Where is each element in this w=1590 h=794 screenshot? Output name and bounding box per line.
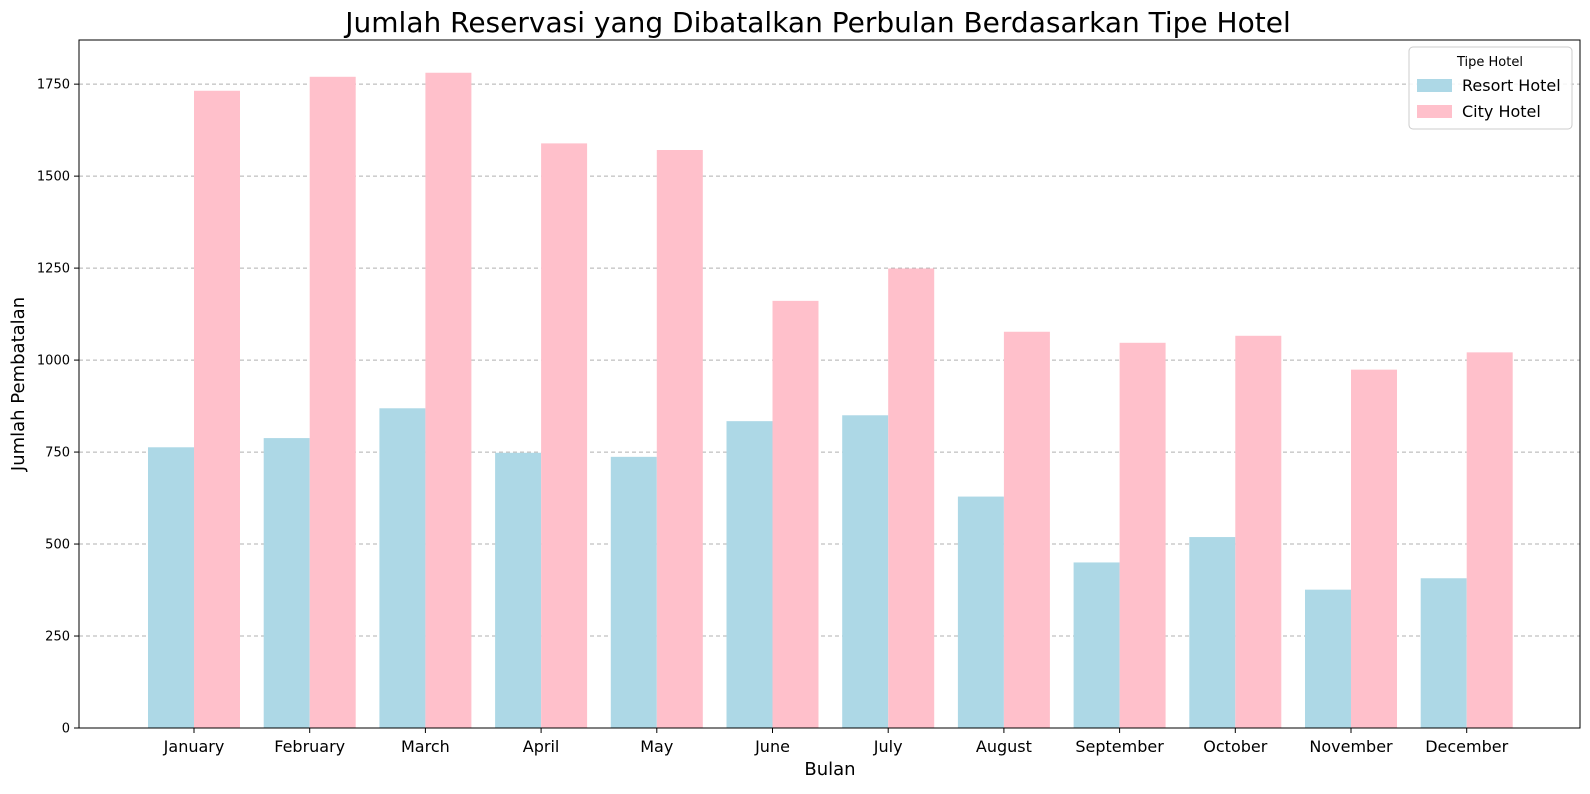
- bar-city-hotel: [1003, 331, 1050, 728]
- chart-title: Jumlah Reservasi yang Dibatalkan Perbula…: [343, 6, 1290, 39]
- x-tick-label: December: [1425, 737, 1508, 756]
- legend-swatch-city-hotel: [1417, 105, 1452, 118]
- bar-resort-hotel: [379, 408, 426, 728]
- bar-resort-hotel: [1305, 589, 1351, 728]
- legend: Tipe Hotel Resort Hotel City Hotel: [1408, 46, 1573, 130]
- x-tick-label: March: [401, 737, 450, 756]
- bar-city-hotel: [425, 72, 472, 728]
- x-tick-label: November: [1309, 737, 1393, 756]
- y-tick-label: 1000: [37, 354, 70, 369]
- y-tick-label: 1500: [37, 170, 70, 185]
- bar-resort-hotel: [1189, 537, 1236, 728]
- plot-frame: [78, 39, 1581, 729]
- bar-resort-hotel: [148, 447, 194, 728]
- bars: [148, 72, 1513, 729]
- x-tick-label: October: [1203, 737, 1267, 756]
- bar-city-hotel: [1119, 342, 1166, 728]
- bar-city-hotel: [772, 300, 819, 728]
- x-tick-label: May: [640, 737, 673, 756]
- x-tick-label: April: [523, 737, 560, 756]
- bar-city-hotel: [1351, 369, 1397, 728]
- x-tick-label: September: [1075, 737, 1164, 756]
- x-tick-label: January: [163, 737, 225, 756]
- bar-city-hotel: [1466, 352, 1513, 728]
- bar-resort-hotel: [610, 456, 657, 728]
- y-axis-label: Jumlah Pembatalan: [8, 297, 29, 472]
- y-tick-label: 1250: [37, 262, 70, 277]
- gridlines: [79, 83, 1580, 637]
- bar-city-hotel: [1235, 335, 1282, 728]
- bar-resort-hotel: [1073, 562, 1120, 728]
- x-tick-label: June: [754, 737, 790, 756]
- bar-city-hotel: [656, 150, 703, 729]
- y-axis: 0 250 500 750 1000 1250 1500 1750: [37, 78, 79, 737]
- x-axis: January February March April May June July Augu…: [163, 728, 1509, 756]
- y-tick-label: 250: [45, 630, 70, 645]
- legend-swatch-resort-hotel: [1417, 79, 1452, 92]
- bar-resort-hotel: [263, 438, 310, 728]
- legend-label-resort-hotel: Resort Hotel: [1462, 76, 1561, 95]
- x-axis-label: Bulan: [804, 759, 855, 780]
- x-tick-label: August: [976, 737, 1032, 756]
- bar-city-hotel: [888, 268, 935, 728]
- bar-resort-hotel: [842, 415, 889, 728]
- bar-city-hotel: [309, 76, 356, 728]
- y-tick-label: 500: [45, 538, 70, 553]
- bar-city-hotel: [541, 143, 588, 728]
- x-tick-label: July: [873, 737, 903, 756]
- y-tick-label: 0: [62, 722, 70, 737]
- bar-resort-hotel: [1420, 578, 1467, 728]
- bar-resort-hotel: [495, 452, 542, 728]
- legend-label-city-hotel: City Hotel: [1462, 102, 1541, 121]
- x-tick-label: February: [274, 737, 345, 756]
- bar-resort-hotel: [726, 421, 773, 728]
- bar-resort-hotel: [957, 496, 1004, 728]
- y-tick-label: 1750: [37, 78, 70, 93]
- bar-city-hotel: [194, 90, 240, 728]
- legend-title: Tipe Hotel: [1456, 55, 1523, 70]
- y-tick-label: 750: [45, 446, 70, 461]
